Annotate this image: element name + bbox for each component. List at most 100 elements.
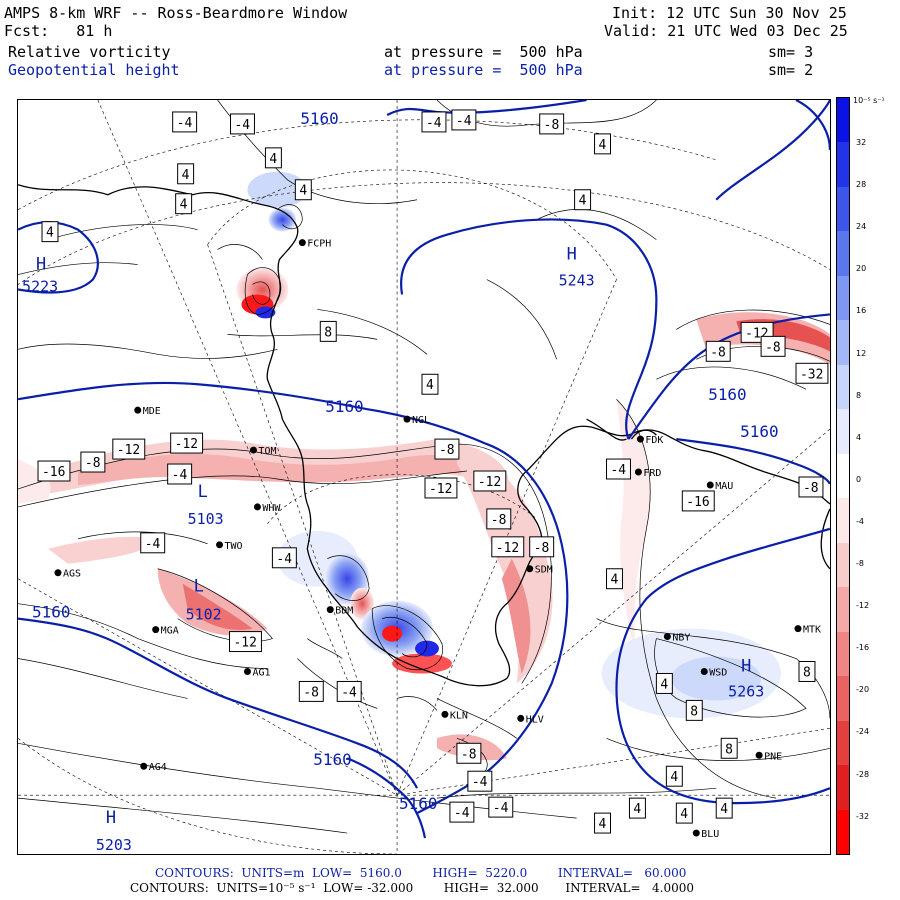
vorticity-contour-label: -8	[491, 513, 507, 528]
vorticity-contour-label: 4	[426, 378, 434, 393]
colorbar-tick-label: 12	[856, 348, 867, 358]
height-contour-label: 5160	[399, 794, 437, 813]
station-label: NGL	[412, 415, 430, 426]
vorticity-label-box	[594, 812, 612, 834]
colorbar-tick-label: -8	[856, 559, 864, 568]
vorticity-contour-label: -8	[439, 443, 455, 458]
station-marker	[152, 626, 160, 634]
station-marker	[298, 239, 306, 247]
colorbar-tick-label: 4	[856, 432, 862, 442]
vorticity-contour-label: 4	[720, 802, 728, 817]
vorticity-label-box	[424, 477, 458, 499]
vorticity-contour-label: -8	[85, 456, 101, 471]
height-contour-info: CONTOURS: UNITS=m LOW= 5160.0 HIGH= 5220…	[155, 866, 687, 880]
high-pressure-symbol: H	[741, 655, 751, 675]
colorbar-unit: 10⁻⁵ s⁻¹	[853, 96, 885, 105]
colorbar-swatch	[837, 364, 849, 410]
vorticity-contour-label: -4	[235, 118, 251, 133]
vorticity-label-box	[594, 133, 612, 155]
colorbar-swatch	[837, 98, 849, 143]
vorticity-label-box	[112, 438, 146, 460]
high-pressure-value: 5243	[559, 272, 595, 290]
colorbar-swatch	[837, 453, 849, 499]
vorticity-label-box	[760, 335, 786, 357]
colorbar-swatch	[837, 587, 849, 633]
high-pressure-value: 5263	[728, 682, 764, 700]
vorticity-contour-label: 8	[324, 325, 332, 340]
vorticity-label-box	[606, 568, 623, 590]
colorbar-swatch	[837, 542, 849, 588]
station-label: FDK	[645, 435, 663, 446]
station-marker	[700, 667, 708, 675]
colorbar-swatch	[837, 809, 849, 855]
colorbar-swatch	[837, 676, 849, 722]
vorticity-contour-label: -8	[534, 541, 550, 556]
colorbar-swatch	[837, 409, 849, 455]
vorticity-label-box	[665, 765, 683, 787]
vorticity-label-box	[80, 451, 106, 473]
vorticity-label-box	[421, 373, 439, 395]
vorticity-label-box	[230, 113, 255, 135]
field2-smoothing: sm= 2	[768, 61, 814, 79]
low-pressure-symbol: L	[194, 576, 204, 596]
vorticity-label-box	[319, 320, 337, 342]
station-label: WSD	[709, 667, 727, 678]
vorticity-contour-label: -8	[765, 340, 781, 355]
vorticity-label-box	[539, 113, 565, 135]
station-marker	[526, 565, 534, 573]
station-marker	[54, 569, 62, 577]
colorbar-tick-label: 8	[856, 390, 862, 400]
station-label: MTK	[803, 625, 821, 636]
high-pressure-symbol: H	[106, 807, 116, 827]
colorbar-tick-label: 32	[856, 138, 867, 147]
colorbar-tick-label: -28	[856, 769, 870, 779]
height-contour-label: 5160	[313, 750, 351, 769]
vorticity-label-box	[529, 536, 555, 558]
vorticity-contour-info: CONTOURS: UNITS=10⁻⁵ s⁻¹ LOW= -32.000 HI…	[130, 881, 694, 895]
vorticity-contour-label: 4	[599, 138, 607, 153]
vorticity-label-box	[795, 362, 829, 384]
colorbar-swatch	[837, 498, 849, 544]
vorticity-contour-label: 4	[611, 573, 619, 588]
vorticity-label-box	[655, 672, 673, 694]
station-marker	[692, 829, 700, 837]
station-label: KLN	[450, 710, 468, 721]
vorticity-label-box	[488, 796, 514, 818]
vorticity-label-box	[172, 111, 198, 133]
vorticity-contour-label: -8	[461, 747, 477, 762]
vorticity-contour-label: -4	[426, 116, 442, 131]
station-label: BDM	[335, 606, 353, 617]
colorbar-tick-label: 20	[856, 264, 867, 274]
vorticity-contour-label: 4	[579, 194, 587, 209]
height-contour-label: 5160	[708, 385, 746, 404]
high-pressure-symbol: H	[567, 244, 577, 264]
vorticity-colorbar	[836, 97, 850, 855]
lat-lon-grid	[18, 100, 830, 854]
station-marker	[134, 406, 142, 414]
vorticity-contour-label: 4	[299, 184, 307, 199]
colorbar-tick-label: 24	[856, 222, 867, 232]
vorticity-contour-label: -12	[117, 443, 140, 458]
vorticity-label-box	[675, 802, 693, 824]
vorticity-contour-label: -8	[544, 118, 560, 133]
vorticity-label-box	[628, 797, 646, 819]
coastlines	[18, 184, 830, 687]
vorticity-contour-label: 4	[180, 198, 188, 213]
vorticity-contour-label: -12	[175, 437, 198, 452]
colorbar-tick-label: -20	[856, 685, 870, 695]
vorticity-label-box	[229, 631, 262, 653]
station-marker	[634, 468, 642, 476]
vorticity-label-box	[434, 438, 460, 460]
station-marker	[517, 714, 525, 722]
station-marker	[216, 541, 224, 549]
height-contour-label: 5160	[300, 109, 338, 128]
colorbar-swatch	[837, 275, 849, 321]
colorbar-tick-label: -4	[856, 516, 864, 526]
vorticity-label-box	[467, 770, 493, 792]
colorbar-tick-label: -12	[856, 601, 870, 611]
vorticity-contour-label: 8	[725, 742, 733, 757]
vorticity-label-box	[720, 737, 738, 759]
vorticity-contour-label: -4	[456, 114, 472, 129]
colorbar-tick-label: -24	[856, 727, 870, 737]
high-pressure-value: 5223	[22, 277, 58, 295]
